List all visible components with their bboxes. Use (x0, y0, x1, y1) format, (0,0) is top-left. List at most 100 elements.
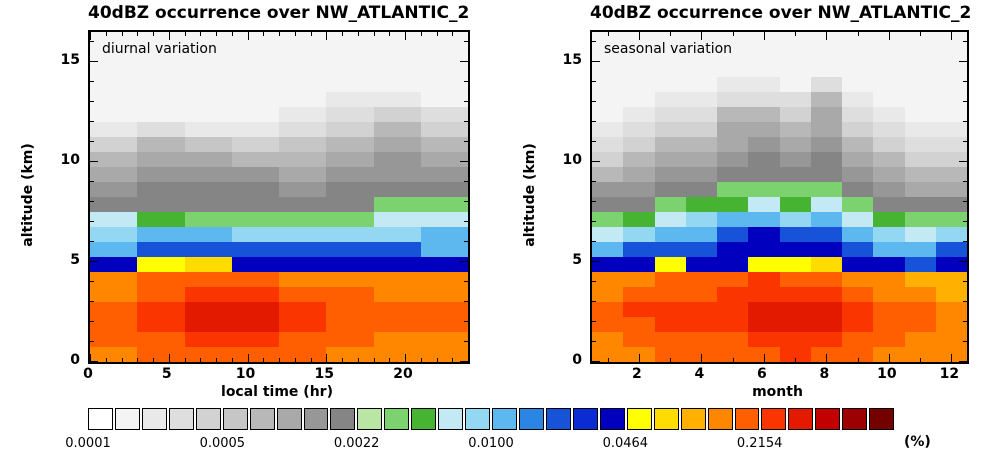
heatmap-cell (373, 225, 422, 242)
heatmap-cell (748, 180, 781, 197)
heatmap-cell (717, 75, 749, 92)
heatmap-cell (810, 285, 843, 302)
heatmap-cell (654, 150, 687, 167)
heatmap-cell (685, 90, 718, 107)
heatmap-cell (90, 32, 138, 47)
heatmap-cell (935, 345, 967, 362)
heatmap-cell (231, 240, 280, 257)
heatmap-cell (873, 210, 906, 227)
heatmap-cell (373, 195, 422, 212)
heatmap-cell (231, 75, 280, 92)
heatmap-cell (904, 210, 937, 227)
heatmap-cell (373, 330, 422, 347)
heatmap-cell (623, 90, 656, 107)
heatmap-cell (373, 105, 422, 122)
heatmap-cell (904, 150, 937, 167)
heatmap-cell (748, 105, 781, 122)
heatmap-cell (842, 300, 874, 317)
heatmap-cell (935, 255, 967, 272)
heatmap-cell (231, 330, 280, 347)
heatmap-cell (592, 315, 624, 332)
colorbar-cell (222, 408, 248, 430)
heatmap-cell (90, 240, 138, 257)
colorbar-cell (438, 408, 464, 430)
heatmap-cell (623, 165, 656, 182)
heatmap-cell (623, 285, 656, 302)
heatmap-cell (326, 180, 375, 197)
heatmap-cell (717, 195, 749, 212)
heatmap-cell (184, 240, 233, 257)
heatmap-cell (420, 90, 468, 107)
y-tick-label: 15 (60, 52, 80, 68)
heatmap-cell (779, 345, 812, 362)
heatmap-cell (748, 345, 781, 362)
heatmap-cell (184, 135, 233, 152)
heatmap-cell (873, 330, 906, 347)
heatmap-cell (654, 135, 687, 152)
heatmap-cell (904, 240, 937, 257)
heatmap-cell (873, 75, 906, 92)
y-tick-labels: 0 5 10 15 (548, 30, 582, 368)
heatmap-cell (873, 300, 906, 317)
panel-title: 40dBZ occurrence over NW_ATLANTIC_2 (590, 3, 972, 23)
axis-tick (468, 358, 469, 362)
colorbar-cells (88, 408, 895, 430)
heatmap-cell (904, 90, 937, 107)
heatmap-cell (685, 150, 718, 167)
heatmap-cell (592, 270, 624, 287)
heatmap-cell (231, 165, 280, 182)
y-tick-labels: 0 5 10 15 (46, 30, 80, 368)
heatmap-cell (137, 180, 186, 197)
colorbar-cell (249, 408, 275, 430)
heatmap-cell (779, 32, 812, 47)
heatmap-cell (810, 105, 843, 122)
heatmap-cell (373, 315, 422, 332)
heatmap-cell (873, 180, 906, 197)
heatmap-cell (279, 90, 327, 107)
heatmap-cell (137, 32, 186, 47)
heatmap-cell (654, 300, 687, 317)
colorbar-cell (195, 408, 221, 430)
colorbar-cell (734, 408, 760, 430)
heatmap-cell (279, 195, 327, 212)
heatmap-cell (748, 270, 781, 287)
heatmap-cell (904, 135, 937, 152)
heatmap-cell (373, 60, 422, 77)
heatmap-cell (184, 255, 233, 272)
heatmap-cell (842, 255, 874, 272)
heatmap-cell (373, 300, 422, 317)
colorbar-cell (707, 408, 733, 430)
heatmap-cell (810, 315, 843, 332)
heatmap-cell (873, 105, 906, 122)
heatmap-cell (90, 270, 138, 287)
heatmap-cell (90, 255, 138, 272)
x-tick-label: 2 (632, 366, 642, 382)
colorbar-cell (572, 408, 598, 430)
heatmap-cell (904, 60, 937, 77)
heatmap-cell (592, 32, 624, 47)
heatmap-cell (873, 120, 906, 137)
heatmap-cell (842, 32, 874, 47)
heatmap-cell (231, 150, 280, 167)
panel-annotation: seasonal variation (604, 41, 733, 57)
heatmap-cell (184, 180, 233, 197)
heatmap-cell (592, 180, 624, 197)
heatmap-cell (685, 195, 718, 212)
heatmap-cell (184, 45, 233, 62)
heatmap-cell (420, 105, 468, 122)
heatmap-cell (685, 240, 718, 257)
heatmap-cell (326, 195, 375, 212)
heatmap-cell (810, 330, 843, 347)
heatmap-cell (592, 300, 624, 317)
heatmap-cell (810, 255, 843, 272)
heatmap-cell (873, 165, 906, 182)
heatmap-cell (842, 270, 874, 287)
diurnal-panel: 40dBZ occurrence over NW_ATLANTIC_2 alti… (0, 0, 491, 408)
heatmap-cell (137, 150, 186, 167)
heatmap-cell (373, 75, 422, 92)
heatmap-cell (685, 255, 718, 272)
heatmap-cell (717, 32, 749, 47)
y-tick-label: 5 (572, 252, 582, 268)
heatmap-cell (420, 270, 468, 287)
heatmap-cell (184, 165, 233, 182)
